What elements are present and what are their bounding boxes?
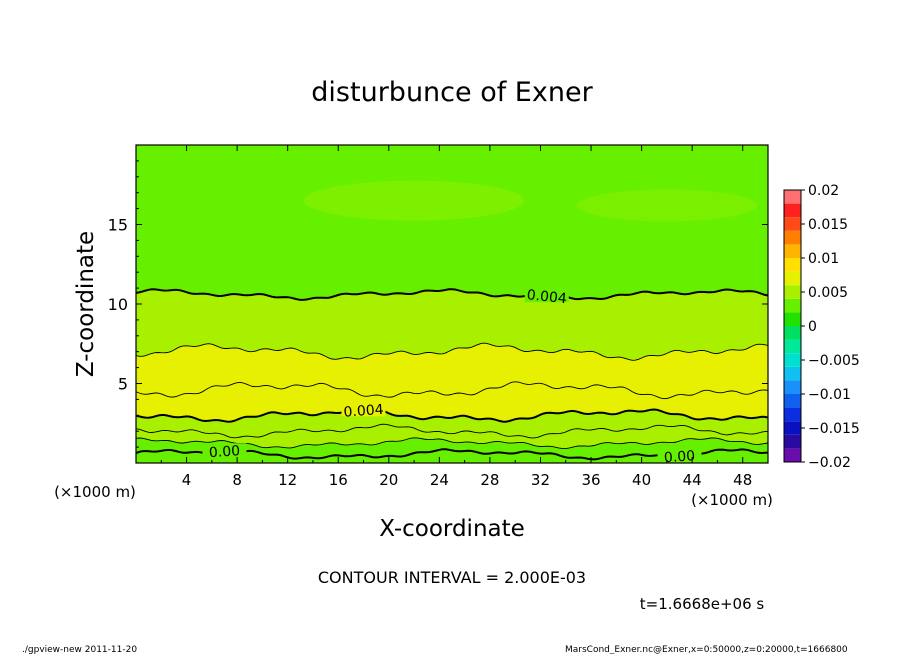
y-axis-title: Z-coordinate [73,231,99,377]
colorbar-swatch [784,380,801,394]
contour-labels: 0.004 0.004 0.00 0.00 [202,287,702,466]
plot-area [136,145,768,463]
colorbar-swatch [784,190,801,204]
colorbar-swatch [784,244,801,258]
x-axis-title: X-coordinate [379,516,525,542]
y-tick-label: 15 [108,216,128,235]
contour-label-bg [524,288,569,303]
colorbar-swatch [784,230,801,245]
colorbar-swatch [784,448,801,462]
contour-label: 0.004 [343,402,384,421]
contour-interval-note: CONTOUR INTERVAL = 2.000E-03 [318,568,586,587]
colorbar-swatch [784,339,801,354]
y-axis-ticks: 5 10 15 [108,160,768,448]
contour-label: 0.00 [663,448,695,466]
shaded-band [136,437,768,460]
shaded-band [136,408,768,438]
colorbar-swatch [784,258,801,272]
shaded-band [136,381,768,422]
shaded-band [136,145,768,300]
x-tick-label: 28 [480,471,499,489]
contour-line [136,407,768,423]
chart-title: disturbunce of Exner [311,77,593,108]
shaded-bands [136,145,768,463]
contour-label-bg [341,402,386,417]
colorbar-swatch [784,326,801,340]
contour-label: 0.004 [526,287,568,307]
x-tick-label: 32 [531,471,550,489]
x-tick-label: 20 [379,471,398,489]
y-unit-label: (×1000 m) [54,483,136,501]
x-tick-label: 24 [430,471,449,489]
colorbar-tick-label: −0.01 [808,387,851,403]
colorbar-swatch [784,421,801,435]
contour-line [136,342,768,361]
colorbar-tick-label: −0.02 [808,455,851,471]
x-tick-label: 48 [733,471,752,489]
x-unit-label: (×1000 m) [691,491,773,509]
contour-line [136,423,768,439]
colorbar-swatch [784,312,801,326]
footer-left: ./gpview-new 2011-11-20 [22,645,137,654]
x-tick-label: 16 [329,471,348,489]
x-tick-label: 44 [683,471,702,489]
colorbar-tick-label: −0.015 [808,421,860,437]
colorbar-swatch [784,366,801,381]
x-tick-label: 40 [632,471,651,489]
time-label: t=1.6668e+06 s [640,595,765,613]
shaded-blob [576,189,757,222]
contour-label: 0.00 [208,443,240,461]
colorbar-swatch [784,434,801,449]
contour-line [136,381,768,400]
footer-right: MarsCond_Exner.nc@Exner,x=0:50000,z=0:20… [565,645,848,654]
x-axis-ticks: 4 8 12 16 20 24 28 32 36 40 44 48 [160,145,752,489]
x-tick-label: 12 [278,471,297,489]
contour-label-bg [202,443,247,458]
colorbar-tick-label: 0.01 [808,251,839,267]
contour-line [136,288,768,301]
colorbar-tick-label: −0.005 [808,353,860,369]
colorbar-swatch [784,271,801,286]
colorbar-swatch [784,353,801,367]
colorbar-tick-label: 0.015 [808,217,848,233]
colorbar-tick-label: 0.02 [808,183,839,199]
colorbar: 0.02 0.015 0.01 0.005 0 −0.005 −0.01 −0.015 −0.0… [783,183,860,471]
colorbar-swatch [784,217,801,231]
colorbar-swatch [784,285,801,299]
y-tick-label: 5 [118,375,128,394]
contour-label-bg [657,448,702,463]
shaded-blob [304,180,525,221]
colorbar-swatch [784,203,801,218]
x-tick-label: 36 [581,471,600,489]
shaded-band [136,289,768,361]
colorbar-tick-label: 0 [808,319,817,335]
colorbar-swatch [784,298,801,313]
x-tick-label: 8 [232,471,242,489]
colorbar-swatch [784,394,801,408]
x-tick-label: 4 [182,471,192,489]
y-tick-label: 10 [108,295,128,314]
colorbar-tick-label: 0.005 [808,285,848,301]
colorbar-swatch [784,407,801,422]
